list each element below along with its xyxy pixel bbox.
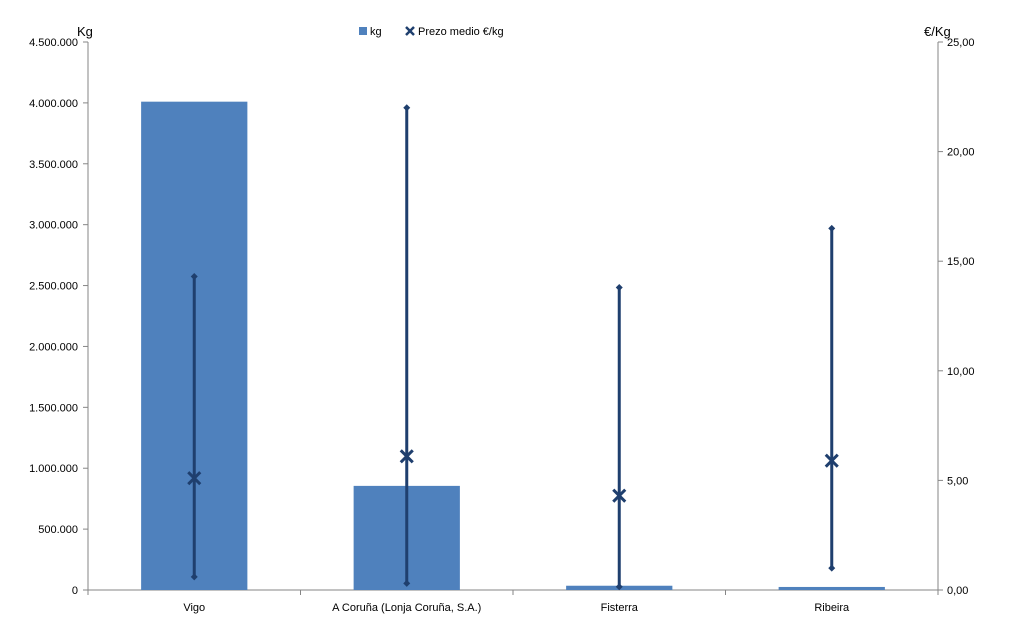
price-max-marker (828, 224, 836, 232)
y2-axis-title: €/Kg (924, 24, 951, 39)
y2-tick-label: 20,00 (947, 147, 975, 159)
y-tick-label: 2.000.000 (29, 341, 78, 353)
price-range-series (190, 104, 836, 591)
price-max-marker (615, 284, 623, 292)
price-mean-marker (399, 449, 414, 464)
y2-tick-label: 5,00 (947, 475, 968, 487)
y-tick-label: 3.000.000 (29, 220, 78, 232)
y-tick-label: 4.000.000 (29, 98, 78, 110)
legend-bar-swatch (359, 27, 367, 35)
price-mean-marker (612, 488, 627, 503)
legend-marker-swatch (405, 26, 415, 36)
price-max-marker (403, 104, 411, 112)
y-tick-label: 1.500.000 (29, 402, 78, 414)
x-tick-label: Vigo (183, 602, 205, 614)
x-tick-label: A Coruña (Lonja Coruña, S.A.) (332, 602, 481, 614)
price-min-marker (190, 573, 198, 581)
y2-tick-label: 0,00 (947, 585, 968, 597)
y2-tick-label: 10,00 (947, 366, 975, 378)
y-tick-label: 0 (72, 585, 78, 597)
price-min-marker (828, 564, 836, 572)
y-tick-label: 4.500.000 (29, 37, 78, 49)
price-mean-marker (187, 471, 202, 486)
bar (778, 586, 885, 590)
axes: 0 500.000 1.000.000 1.500.000 2.000.000 2.500… (29, 37, 974, 614)
y2-tick-label: 25,00 (947, 37, 975, 49)
price-max-marker (190, 273, 198, 281)
y-tick-label: 2.500.000 (29, 281, 78, 293)
price-min-marker (615, 583, 623, 591)
y-tick-label: 500.000 (38, 524, 78, 536)
legend-kg-label: kg (370, 26, 382, 38)
x-tick-label: Fisterra (601, 602, 639, 614)
legend-price-label: Prezo medio €/kg (418, 26, 504, 38)
x-tick-label: Ribeira (814, 602, 850, 614)
price-mean-marker (824, 453, 839, 468)
y-axis-title: Kg (77, 24, 93, 39)
bar-series (141, 101, 885, 590)
price-min-marker (403, 579, 411, 587)
y-tick-label: 3.500.000 (29, 159, 78, 171)
legend: kg Prezo medio €/kg (359, 26, 504, 38)
y2-tick-label: 15,00 (947, 256, 975, 268)
price-marker-series (187, 449, 839, 503)
y-tick-label: 1.000.000 (29, 463, 78, 475)
